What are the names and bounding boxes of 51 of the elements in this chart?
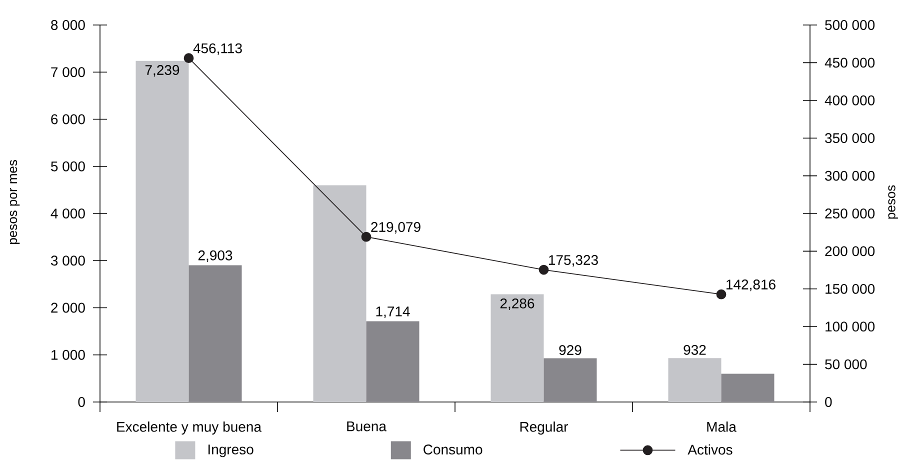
y2-tick-label: 200 000 bbox=[825, 246, 875, 256]
legend-label: Ingreso bbox=[208, 444, 254, 458]
data-label: 7,239 bbox=[145, 65, 180, 77]
y-tick-label: 0 bbox=[78, 397, 85, 407]
y-tick-label: 1 000 bbox=[52, 350, 85, 360]
y-tick-label: 6 000 bbox=[51, 114, 85, 124]
x-tick-label: Regular bbox=[520, 422, 568, 435]
point bbox=[716, 289, 726, 300]
y-tick-label: 2 000 bbox=[51, 302, 85, 313]
data-label: 219,079 bbox=[371, 222, 420, 234]
y2-tick-label: 150 000 bbox=[826, 284, 875, 294]
x-tick-label: Excelente y muy buena bbox=[117, 422, 262, 435]
y2-tick-label: 250 000 bbox=[825, 208, 875, 218]
y2-tick-label: 450 000 bbox=[824, 58, 875, 68]
point bbox=[361, 232, 372, 242]
y-tick-label: 4 000 bbox=[50, 208, 85, 218]
bar bbox=[668, 358, 722, 402]
data-label: 932 bbox=[684, 344, 706, 355]
data-label: 1,714 bbox=[376, 306, 410, 318]
x-tick-label: Mala bbox=[707, 422, 736, 432]
data-label: 2,286 bbox=[500, 298, 534, 310]
point bbox=[184, 53, 194, 64]
bar bbox=[188, 265, 242, 402]
y-tick-label: 7 000 bbox=[51, 67, 85, 78]
y2-tick-label: 50 000 bbox=[825, 359, 867, 370]
y2-tick-label: 500 000 bbox=[825, 20, 875, 30]
y-tick-label: 3 000 bbox=[50, 256, 85, 266]
y2-tick-label: 100 000 bbox=[826, 322, 875, 332]
y2-axis-title: pesos bbox=[888, 185, 898, 219]
bar bbox=[721, 374, 774, 402]
y2-tick-label: 300 000 bbox=[825, 170, 875, 181]
legend-label: Consumo bbox=[424, 444, 482, 454]
y2-tick-label: 0 bbox=[825, 397, 832, 407]
bar bbox=[366, 321, 420, 402]
y-tick-label: 5 000 bbox=[51, 161, 85, 172]
data-label: 456,113 bbox=[193, 43, 242, 55]
point bbox=[538, 264, 549, 275]
y-tick-label: 8 000 bbox=[51, 20, 85, 30]
x-tick-label: Buena bbox=[347, 422, 386, 432]
bar bbox=[313, 185, 366, 402]
y-axis-title: pesos por mes bbox=[10, 160, 20, 244]
legend-label: Activos bbox=[688, 444, 732, 455]
data-label: 142,816 bbox=[726, 280, 776, 292]
data-label: 2,903 bbox=[198, 250, 232, 262]
y2-tick-label: 350 000 bbox=[825, 133, 875, 144]
data-label: 175,323 bbox=[549, 255, 598, 267]
bar bbox=[490, 294, 544, 402]
data-label: 929 bbox=[559, 345, 582, 356]
bar bbox=[136, 60, 189, 402]
y2-tick-label: 400 000 bbox=[824, 95, 875, 106]
bar bbox=[544, 358, 597, 402]
